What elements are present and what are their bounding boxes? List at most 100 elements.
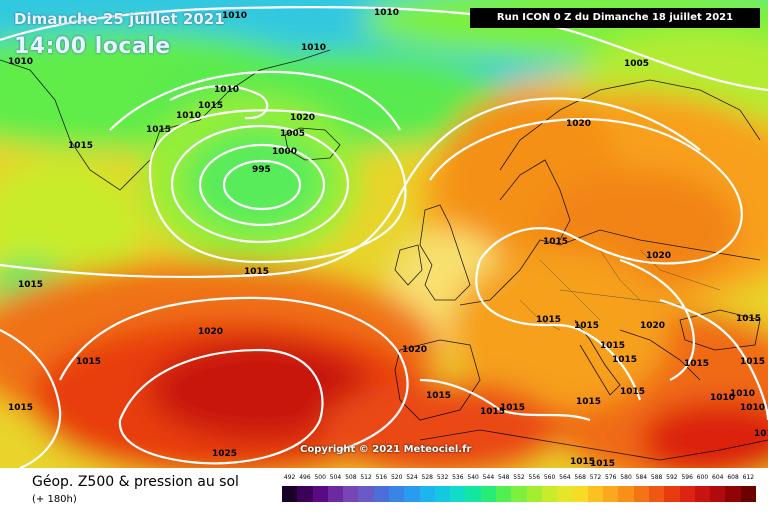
isobar-1025 [118,348,324,465]
isobar-label: 1015 [543,237,568,247]
isobar-label: 1015 [146,125,171,135]
ireland-coast [394,244,423,286]
scale-label: 520 [390,474,403,481]
isobar-1020-east [619,258,695,381]
isobar-label: 1015 [18,280,43,290]
scale-swatch [465,486,482,502]
isobar-1015-south [0,329,62,468]
scale-swatch [343,486,359,502]
north-africa-coast [419,429,768,461]
scale-label: 564 [559,474,571,481]
scale-swatch [373,486,390,502]
scale-label: 568 [574,474,586,481]
isobar-label: 1020 [402,345,427,355]
isobar-995 [222,159,302,211]
scale-swatch [557,486,573,502]
britain-coast [419,204,471,301]
isobar-label: 1010 [730,389,755,399]
isobar-label: 1020 [198,327,223,337]
scale-swatch [480,486,497,502]
isobar-1015-med [419,378,591,422]
isobar-label: 1010 [214,85,239,95]
coastlines [0,49,768,461]
norway-coast [499,159,571,241]
iberia-coast [394,339,481,421]
copyright-notice: Copyright © 2021 Meteociel.fr [300,444,472,455]
isobar-labels: 1010 1010 1010 1010 1005 1015 1015 1010 … [8,8,768,468]
scale-swatch [282,486,298,502]
isobar-label: 1015 [754,429,768,439]
scale-label: 552 [513,474,525,481]
scale-label: 612 [742,474,755,481]
scale-label: 516 [375,474,388,481]
scale-label: 560 [543,474,556,481]
scale-label: 496 [299,474,311,481]
scale-label: 608 [727,474,739,481]
isobar-label: 1020 [566,119,591,129]
isobar-label: 1005 [280,129,305,139]
scale-label: 512 [360,474,372,481]
country-borders [519,249,721,331]
isobar-label: 1015 [426,391,451,401]
black-sea-coast [679,309,761,351]
isobar-label: 1015 [576,397,601,407]
isobar-label: 1010 [8,57,33,67]
isobar-label: 1015 [684,359,709,369]
scale-swatch [541,486,558,502]
scale-label: 600 [696,474,709,481]
isobar-label: 1010 [710,393,735,403]
scale-swatch [694,486,711,502]
scale-label: 528 [421,474,433,481]
scale-swatch [648,486,665,502]
isobar-label: 1015 [536,315,561,325]
isobar-label: 1015 [740,357,765,367]
scale-label: 592 [666,474,678,481]
forecast-time: 14:00 locale [14,34,171,59]
isobar-1015-europe [475,259,642,401]
continent-coast [459,229,761,306]
scale-swatch [496,486,512,502]
isobar-label: 1010 [301,43,326,53]
scale-swatch [297,486,314,502]
scale-label: 500 [314,474,326,481]
isobar-label: 1015 [68,141,93,151]
scale-swatch [526,486,543,502]
isobar-1020-azores [59,296,409,452]
scale-swatch [710,486,726,502]
scale-swatch [618,486,635,502]
scale-swatch [679,486,696,502]
legend-footer: Géop. Z500 & pression au sol (+ 180h) 49… [0,468,768,512]
isobar-label: 1015 [612,355,637,365]
isobar-label: 1015 [198,101,223,111]
isobar-label: 1015 [500,403,525,413]
scale-label: 596 [681,474,693,481]
isobars [0,5,768,468]
scale-swatch [587,486,604,502]
scale-swatch [664,486,681,502]
isobar-1000 [198,143,326,227]
isobar-label: 1015 [76,357,101,367]
scale-swatch [404,486,421,502]
color-scale: 492 496 500 504 508 512 516 520 524 528 532 536 540 5… [282,474,757,504]
isobar-label: 1015 [736,314,761,324]
isobar-1015-greenland [109,70,401,131]
isobar-label: 1015 [590,459,615,468]
isobar-label: 1010 [740,403,765,413]
isobar-label: 1000 [272,147,297,157]
isobar-label: 1010 [176,111,201,121]
forecast-map: 1010 1010 1010 1010 1005 1015 1015 1010 … [0,0,768,468]
scale-swatch [389,486,405,502]
isobar-label: 1015 [244,267,269,277]
scale-label: 588 [650,474,663,481]
scale-swatch [633,486,650,502]
isobar-1015-atlantic [0,97,701,279]
balkan-coast [619,329,701,381]
model-run-info: Run ICON 0 Z du Dimanche 18 juillet 2021 [470,8,760,28]
isobar-label: 1010 [222,11,247,21]
scale-swatch [434,486,451,502]
scale-label: 556 [528,474,541,481]
isobar-1010-greenland [169,84,269,120]
scandinavia-coast [499,79,761,171]
italy-coast [574,319,621,396]
